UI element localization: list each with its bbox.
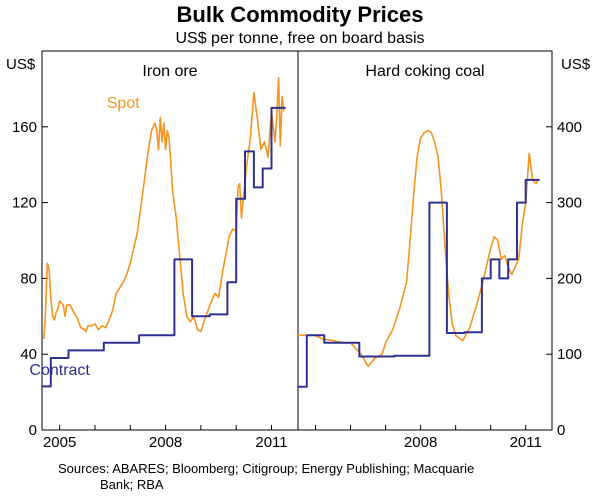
spot-line-coking-coal: [298, 129, 539, 368]
y-tick-label-left: 80: [20, 270, 37, 287]
left-axis-unit-label: US$: [6, 56, 36, 73]
contract-series-label: Contract: [29, 362, 90, 379]
y-tick-label-left: 0: [29, 422, 37, 439]
spot-line-iron-ore: [43, 76, 285, 340]
y-tick-label-left: 160: [12, 119, 37, 136]
y-tick-label-right: 300: [557, 195, 582, 212]
y-tick-label-left: 40: [20, 346, 37, 363]
x-tick-label: 2011: [255, 434, 287, 451]
spot-series-label: Spot: [107, 95, 140, 112]
x-tick-label: 2008: [149, 434, 182, 451]
y-tick-label-right: 200: [557, 270, 582, 287]
x-tick-label: 2011: [510, 434, 542, 451]
panel-title-iron-ore: Iron ore: [142, 63, 197, 80]
chart-title: Bulk Commodity Prices: [177, 2, 424, 27]
x-tick-label: 2005: [43, 434, 76, 451]
source-line-1: Sources: ABARES; Bloomberg; Citigroup; E…: [58, 461, 474, 476]
right-axis-unit-label: US$: [561, 56, 591, 73]
panel-title-hard-coking-coal: Hard coking coal: [365, 63, 484, 80]
chart-subtitle: US$ per tonne, free on board basis: [175, 30, 424, 47]
y-tick-label-left: 120: [12, 195, 37, 212]
plot-frame: [41, 50, 553, 431]
y-tick-label-right: 0: [557, 422, 565, 439]
y-tick-label-right: 100: [557, 346, 582, 363]
source-line-2: Bank; RBA: [100, 477, 164, 492]
contract-line-iron-ore: [42, 106, 286, 388]
y-tick-label-right: 400: [557, 119, 582, 136]
contract-line-coking-coal: [298, 178, 540, 388]
x-tick-label: 2008: [404, 434, 437, 451]
